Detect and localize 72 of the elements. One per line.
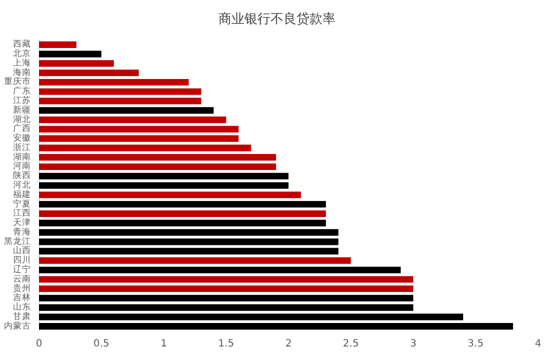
bar [39,294,414,302]
y-tick-label: 云南 [13,273,31,284]
y-tick-label: 山西 [13,245,31,256]
bar [39,285,414,292]
bar [39,210,326,217]
bar [39,248,338,254]
y-tick-label: 广西 [13,123,31,134]
y-tick-label: 宁夏 [13,198,31,210]
bar [39,266,401,274]
bar [39,70,139,76]
x-tick-label: 4 [534,338,542,350]
y-tick-label: 重庆市 [4,76,31,88]
y-tick-label: 福建 [13,188,31,200]
y-tick-label: 江西 [13,208,31,219]
bar [39,41,76,48]
bar [39,88,202,95]
x-tick-label: 2.5 [342,338,359,350]
y-tick-label: 海南 [13,66,31,78]
y-tick-label: 浙江 [13,142,31,153]
y-tick-label: 青海 [13,226,31,238]
bar [39,314,464,320]
bar [39,107,214,114]
y-tick-label: 吉林 [13,292,31,304]
y-tick-label: 河北 [13,180,31,190]
bar [39,323,514,330]
bar [39,50,102,58]
bar [39,257,351,264]
bar [39,135,239,142]
y-tick-label: 天津 [13,217,31,228]
y-tick-label: 湖南 [13,151,31,162]
x-tick-label: 3 [410,338,416,350]
x-tick-label: 0 [36,338,42,350]
bar [39,116,226,124]
y-tick-label: 湖北 [13,114,31,125]
bar [39,200,326,208]
y-tick-label: 河南 [13,160,31,172]
y-tick-label: 广东 [13,86,31,97]
bar [39,154,276,161]
y-tick-label: 甘肃 [13,310,31,322]
bar [39,98,202,104]
x-tick-label: 3.5 [468,338,484,350]
x-tick-label: 2 [285,338,292,350]
y-tick-label: 辽宁 [13,264,31,275]
y-tick-label: 黑龙江 [4,236,31,247]
bar [39,220,326,226]
y-tick-label: 贵州 [13,282,31,294]
bar [39,238,338,246]
x-tick-label: 1 [160,338,167,350]
chart-title: 商业银行不良贷款率 [218,11,336,27]
y-tick-label: 江苏 [13,95,31,106]
y-tick-label: 新疆 [13,104,31,116]
y-tick-label: 四川 [13,254,31,266]
y-tick-label: 北京 [13,48,31,60]
y-tick-label: 西藏 [13,38,31,50]
y-tick-label: 陕西 [13,170,31,182]
bar [39,60,114,67]
y-tick-label: 内蒙古 [4,320,31,332]
x-tick-label: 1.5 [218,338,234,350]
bar [39,163,276,170]
bar [39,172,288,180]
bar [39,192,301,198]
bar [39,144,252,152]
bar [39,276,414,283]
y-tick-label: 上海 [13,57,31,68]
bar [39,126,239,132]
y-tick-label: 山东 [13,302,31,313]
bar [39,78,189,86]
bar [39,182,288,189]
bar [39,229,338,236]
x-tick-label: 0.5 [93,338,110,350]
y-tick-label: 安徽 [13,132,31,144]
bar [39,304,414,311]
